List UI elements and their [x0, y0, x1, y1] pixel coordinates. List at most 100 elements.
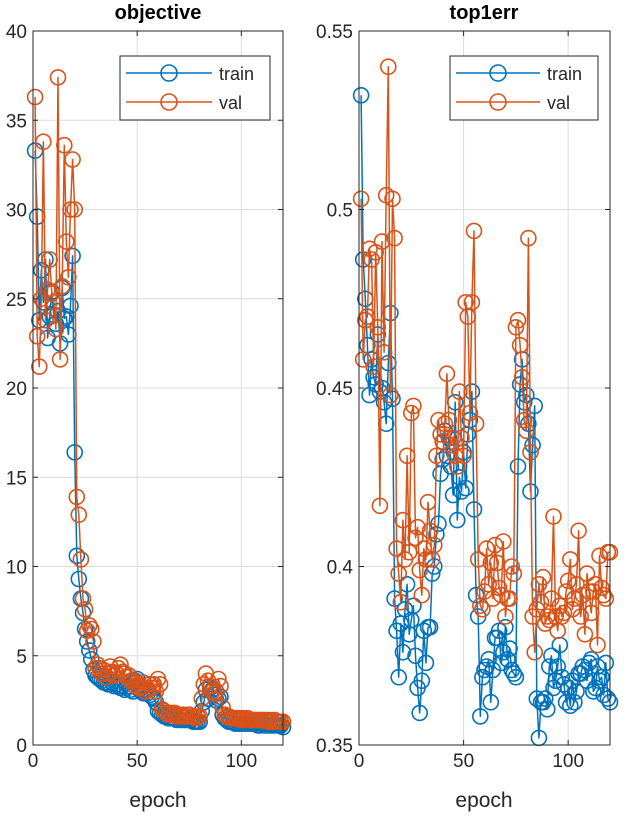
data-point-train [482, 693, 500, 711]
data-point-val [463, 293, 481, 311]
data-point-train [371, 383, 389, 400]
data-point-val [436, 415, 454, 433]
data-point-val [214, 699, 231, 716]
data-point-val [482, 554, 500, 572]
data-point-val [66, 201, 83, 218]
data-point-train [384, 390, 401, 408]
x-tick-label: 100 [225, 751, 257, 772]
data-point-val [486, 536, 504, 554]
data-point-val [446, 447, 464, 465]
data-point-train [499, 650, 516, 668]
data-point-train [448, 511, 466, 529]
data-point-val [30, 358, 48, 375]
data-point-val [570, 522, 587, 540]
data-point-train [536, 690, 554, 707]
data-point-val [26, 88, 44, 106]
series-val [352, 58, 619, 661]
data-point-train [421, 618, 439, 636]
data-point-val [509, 311, 527, 329]
data-point-train [66, 443, 83, 461]
data-point-val [28, 327, 46, 345]
data-point-val [417, 551, 435, 568]
data-point-val [513, 368, 531, 386]
data-point-val [53, 277, 71, 295]
data-point-val [58, 233, 75, 250]
legend-val-marker [160, 93, 178, 111]
data-point-val [545, 508, 562, 525]
data-point-train [568, 683, 585, 700]
y-tick-label: 5 [16, 647, 27, 668]
series-lines [352, 58, 619, 747]
data-point-val [70, 506, 88, 524]
data-point-val [572, 608, 590, 625]
x-tick-label: 0 [354, 751, 365, 772]
data-point-val [49, 69, 67, 86]
data-point-val [386, 229, 403, 247]
x-axis-label: epoch [129, 789, 186, 812]
y-tick-label: 40 [6, 22, 27, 43]
data-point-val [369, 318, 387, 336]
data-point-val [81, 617, 98, 634]
data-point-val [97, 668, 115, 686]
legend-val-marker [489, 93, 507, 111]
data-point-train [509, 458, 527, 475]
y-tick-label: 20 [6, 379, 27, 400]
legend-train-marker [160, 64, 178, 82]
data-point-train [505, 665, 523, 682]
data-point-val [178, 708, 196, 725]
data-point-train [81, 642, 98, 659]
data-point-val [409, 518, 426, 536]
data-point-train [423, 565, 441, 582]
legend: train val [119, 55, 271, 121]
data-point-val [262, 711, 279, 729]
data-point-val [143, 679, 161, 697]
data-point-val [45, 293, 63, 311]
data-point-val [490, 579, 508, 597]
data-point-val [465, 222, 483, 240]
data-point-train [488, 629, 506, 647]
legend-train-label: train [547, 64, 582, 84]
y-tick-label: 0 [16, 736, 27, 757]
axis-ticks [358, 30, 610, 746]
data-point-train [457, 479, 475, 497]
data-point-val [494, 533, 512, 550]
data-point-val [595, 586, 613, 604]
data-point-train [405, 597, 422, 615]
data-point-val [593, 579, 610, 597]
y-tick-label: 25 [6, 290, 27, 311]
data-point-val [359, 308, 376, 325]
data-point-train [599, 690, 617, 707]
axis-ticks [32, 30, 283, 746]
x-tick-labels: 0 50 100 [28, 751, 257, 772]
data-point-train [68, 547, 86, 565]
data-point-train [520, 415, 537, 433]
data-point-val [474, 600, 491, 618]
data-point-val [415, 540, 433, 557]
data-point-train [497, 618, 514, 636]
data-point-train [549, 658, 567, 675]
data-point-val [402, 404, 420, 422]
data-point-val [394, 511, 412, 529]
data-point-train [272, 717, 290, 734]
y-tick-label: 0.4 [327, 558, 354, 579]
data-point-val [365, 358, 382, 375]
data-point-val [425, 536, 443, 554]
data-point-val [210, 670, 227, 688]
data-point-val [419, 493, 437, 511]
series-line-val [34, 76, 283, 723]
data-point-val [41, 251, 59, 268]
data-point-train [58, 308, 75, 325]
data-point-val [591, 547, 608, 565]
data-point-val [413, 586, 431, 604]
data-point-val [74, 590, 92, 607]
legend-val-label: val [219, 93, 242, 113]
data-point-train [453, 483, 470, 500]
data-point-train [580, 654, 598, 672]
data-point-train [597, 654, 615, 672]
data-point-train [35, 293, 52, 311]
data-point-val [434, 433, 452, 450]
data-point-val [85, 633, 102, 650]
data-point-val [582, 604, 600, 622]
